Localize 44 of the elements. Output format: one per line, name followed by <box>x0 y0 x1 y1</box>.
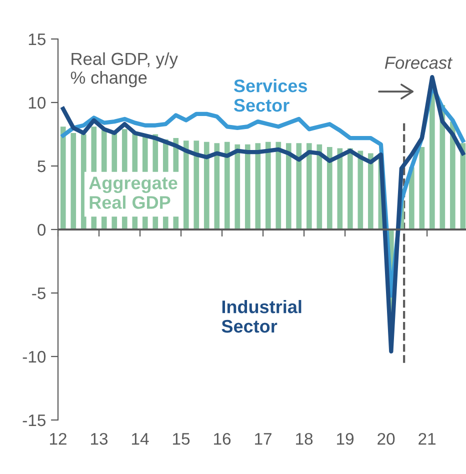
x-tick-label: 15 <box>173 433 190 445</box>
bar <box>60 126 66 230</box>
bar <box>183 140 189 230</box>
y-tick-label: -10 <box>22 350 46 363</box>
bar <box>419 146 425 230</box>
x-tick-label: 19 <box>337 432 354 445</box>
bar <box>316 144 322 230</box>
series-label: Aggregate Real GDP <box>89 176 178 209</box>
y-tick-label: 5 <box>38 160 46 172</box>
x-tick-label: 18 <box>296 432 313 445</box>
annotation: Real GDP, y/y % change <box>70 52 178 88</box>
bar <box>326 146 332 230</box>
series-label: Services Sector <box>234 79 307 112</box>
bar <box>70 132 76 230</box>
bar <box>296 143 302 230</box>
x-tick-label: 14 <box>132 433 149 445</box>
x-tick-label: 21 <box>418 432 436 445</box>
bar <box>265 142 271 230</box>
bar <box>234 144 240 230</box>
bar <box>194 140 200 230</box>
bar <box>276 142 282 230</box>
bar <box>255 143 261 230</box>
y-tick-label: 15 <box>28 34 46 46</box>
x-tick-label: 20 <box>378 432 395 445</box>
bar <box>358 150 364 230</box>
bar <box>306 143 312 230</box>
bar <box>347 148 353 230</box>
y-tick-label: 10 <box>28 96 46 109</box>
bar <box>214 143 220 230</box>
bar <box>224 142 230 230</box>
x-tick-label: 16 <box>214 432 231 445</box>
annotation: Forecast <box>384 56 453 69</box>
x-tick-label: 17 <box>255 433 272 445</box>
bar <box>337 148 343 230</box>
y-tick-label: -15 <box>22 414 46 426</box>
bar <box>368 153 374 230</box>
bar <box>286 143 292 230</box>
y-tick-label: 0 <box>38 224 46 236</box>
x-tick-label: 13 <box>91 432 108 445</box>
bar <box>204 142 210 230</box>
text: Industrial Sector <box>222 300 302 333</box>
bar <box>244 144 250 230</box>
y-tick-label: -5 <box>32 288 46 300</box>
x-tick-label: 12 <box>50 432 66 445</box>
